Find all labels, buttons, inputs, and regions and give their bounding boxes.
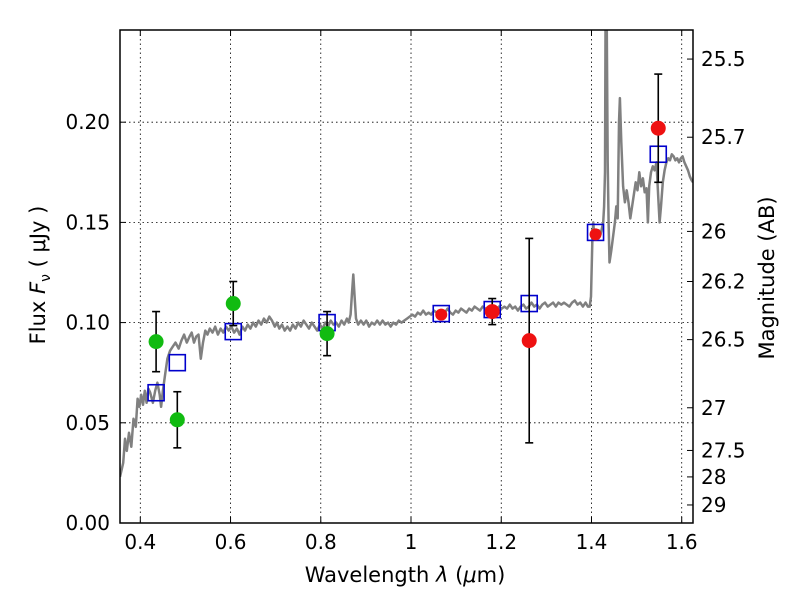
mag-tick-label: 27.5 (701, 438, 746, 462)
x-tick-label: 1.6 (666, 530, 698, 554)
y-tick-label: 0.10 (65, 311, 110, 335)
y-tick-label: 0.00 (65, 511, 110, 535)
x-tick-label: 0.8 (305, 530, 337, 554)
plot-frame (119, 29, 694, 524)
green-data-point (169, 412, 185, 428)
mag-tick-label: 25.7 (701, 125, 746, 149)
grid (120, 30, 693, 524)
y2-axis-label: Magnitude (AB) (755, 196, 779, 359)
mag-tick-label: 26.5 (701, 328, 746, 352)
model-band-square (432, 304, 451, 323)
mag-tick-label: 26.2 (701, 270, 746, 294)
x-tick-label: 0.4 (124, 530, 156, 554)
green-data-point (319, 326, 335, 342)
model-band-square (147, 383, 165, 402)
model-band-square (168, 353, 187, 372)
sed-line-layer (120, 30, 693, 478)
red-data-point (484, 304, 500, 320)
red-data-point (589, 228, 602, 241)
y-tick-label: 0.15 (65, 210, 110, 234)
x-tick-label: 1 (405, 530, 418, 554)
red-data-point (521, 333, 537, 349)
mag-tick-label: 28 (701, 465, 726, 489)
red-data-point (650, 120, 666, 136)
mag-tick-label: 25.5 (701, 47, 746, 71)
x-axis-label: Wavelength λ (μm) (305, 563, 506, 587)
x-tick-label: 1.2 (485, 530, 517, 554)
x-tick-label: 1.4 (576, 530, 608, 554)
red-data-point (435, 308, 448, 321)
mag-tick-label: 29 (701, 493, 726, 517)
y-axis-label: Flux Fν ( μJy ) (26, 206, 54, 345)
tick-layer: 0.4 0.6 0.8 1 1.2 1.4 1.6 0.00 0.05 0.10 0.15 0.20 2… (65, 30, 746, 554)
sed-model-line (120, 30, 693, 478)
green-data-point (148, 334, 164, 350)
y-tick-label: 0.05 (65, 411, 110, 435)
x-tick-label: 0.6 (215, 530, 247, 554)
mag-tick-label: 26 (701, 219, 726, 243)
marker-layer (147, 73, 668, 449)
mag-tick-label: 27 (701, 396, 726, 420)
green-data-point (225, 296, 241, 312)
y-tick-label: 0.20 (65, 110, 110, 134)
